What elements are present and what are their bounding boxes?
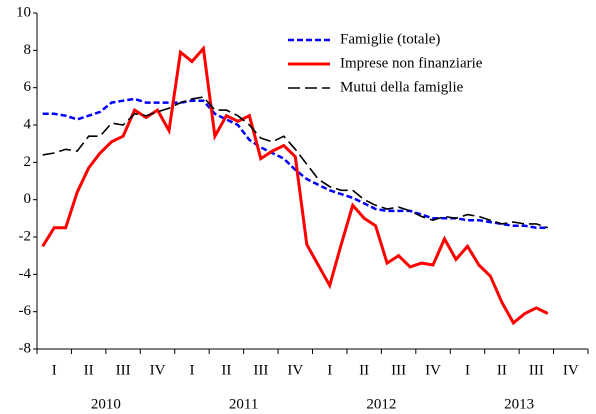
y-tick-label: -2 (19, 228, 32, 244)
series-line (42, 96, 549, 229)
legend-label: Famiglie (totale) (340, 31, 440, 47)
x-tick-label: IV (150, 362, 166, 378)
x-tick-label: II (84, 362, 94, 378)
year-label: 2012 (366, 396, 396, 412)
y-tick-label: 2 (24, 154, 32, 170)
y-tick-label: 8 (24, 42, 32, 58)
x-tick-label: IV (563, 362, 579, 378)
x-tick-label: III (391, 362, 406, 378)
x-tick-label: III (529, 362, 544, 378)
x-tick-label: III (116, 362, 131, 378)
y-tick-label: 6 (24, 79, 32, 95)
x-tick-label: IV (287, 362, 303, 378)
x-tick-label: I (52, 362, 57, 378)
x-tick-label: IV (425, 362, 441, 378)
legend-label: Imprese non finanziarie (340, 55, 483, 71)
x-tick-label: I (465, 362, 470, 378)
year-label: 2011 (229, 396, 258, 412)
y-tick-label: 10 (16, 4, 31, 20)
y-tick-label: 4 (24, 116, 32, 132)
x-tick-label: II (497, 362, 507, 378)
y-tick-label: 0 (24, 191, 32, 207)
x-tick-label: II (359, 362, 369, 378)
year-label: 2013 (504, 396, 534, 412)
series-line (41, 45, 549, 326)
y-tick-label: -6 (19, 303, 32, 319)
year-label: 2010 (91, 396, 121, 412)
y-tick-label: -8 (19, 340, 32, 356)
x-tick-label: III (253, 362, 268, 378)
y-tick-label: -4 (19, 266, 32, 282)
series-line (42, 97, 548, 229)
x-tick-label: I (327, 362, 332, 378)
x-tick-label: I (189, 362, 194, 378)
legend-label: Mutui della famiglie (340, 79, 464, 95)
x-tick-label: II (221, 362, 231, 378)
